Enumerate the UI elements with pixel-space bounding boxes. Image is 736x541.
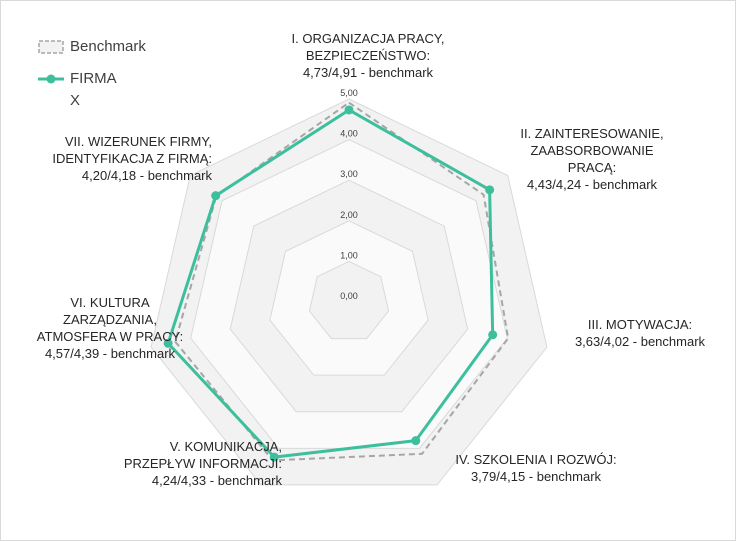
- axis-label-7: VII. WIZERUNEK FIRMY, IDENTYFIKACJA Z FI…: [52, 134, 212, 183]
- tick-label-2: 2,00: [340, 210, 358, 220]
- series-firma-x-line: [166, 108, 495, 459]
- series-firma-x-point-5: [269, 452, 279, 462]
- tick-label-0: 0,00: [340, 291, 358, 301]
- grid-ring-1: [308, 260, 390, 340]
- tick-label-3: 3,00: [340, 169, 358, 179]
- series-firma-x-point-7: [211, 191, 221, 201]
- axis-label-4: IV. SZKOLENIA I ROZWÓJ: 3,79/4,15 - benc…: [455, 452, 617, 484]
- legend-label-benchmark: Benchmark: [70, 38, 146, 55]
- firma-x-legend-icon: [38, 74, 64, 84]
- tick-label-1: 1,00: [340, 250, 358, 260]
- series-firma-x-point-3: [488, 330, 498, 340]
- axis-label-2: II. ZAINTERESOWANIE, ZAABSORBOWANIE PRAC…: [520, 126, 664, 192]
- series-firma-x-point-6: [163, 338, 173, 348]
- tick-label-4: 4,00: [340, 129, 358, 139]
- tick-label-5: 5,00: [340, 88, 358, 98]
- axis-label-5: V. KOMUNIKACJA, PRZEPŁYW INFORMACJI: 4,2…: [123, 439, 282, 488]
- benchmark-legend-icon: [38, 40, 64, 54]
- series-firma-x-point-1: [344, 105, 354, 115]
- axis-label-1: I. ORGANIZACJA PRACY, BEZPIECZEŃSTWO: 4,…: [291, 31, 445, 80]
- axis-label-3: III. MOTYWACJA: 3,63/4,02 - benchmark: [574, 317, 706, 349]
- legend-label-firma-x: FIRMA X: [70, 70, 116, 109]
- series-firma-x-point-4: [411, 436, 421, 446]
- series-benchmark-line: [174, 101, 510, 462]
- series-firma-x-point-2: [485, 185, 495, 195]
- axis-label-6: VI. KULTURA ZARZĄDZANIA, ATMOSFERA W PRA…: [36, 295, 184, 361]
